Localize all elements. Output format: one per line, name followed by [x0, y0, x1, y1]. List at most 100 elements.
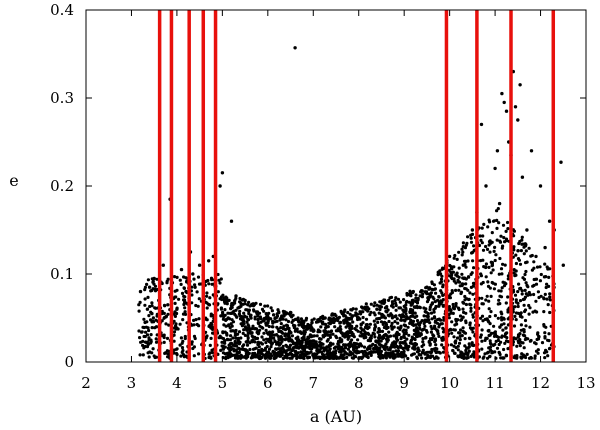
data-point	[398, 306, 402, 310]
data-point	[295, 356, 299, 360]
data-point	[234, 294, 238, 298]
data-point	[406, 346, 410, 350]
data-point	[520, 289, 524, 293]
data-point	[506, 227, 510, 231]
data-point	[242, 319, 246, 323]
data-point	[367, 345, 371, 350]
data-point	[153, 284, 158, 288]
data-point	[239, 304, 243, 308]
data-point	[525, 352, 529, 356]
data-point	[340, 331, 344, 335]
data-point	[350, 315, 354, 319]
data-point	[240, 347, 244, 351]
data-point	[438, 351, 442, 355]
data-point	[431, 288, 435, 292]
data-point	[495, 218, 499, 222]
data-point	[436, 329, 440, 334]
y-tick-label: 0.2	[50, 177, 74, 195]
data-point	[218, 334, 222, 338]
data-point	[459, 291, 463, 296]
data-point	[441, 293, 445, 297]
data-point	[514, 318, 518, 322]
data-point	[260, 355, 264, 359]
data-point	[402, 314, 406, 319]
data-point	[362, 345, 367, 349]
data-point	[439, 277, 444, 281]
data-point	[237, 330, 242, 334]
data-point	[256, 341, 260, 345]
data-point	[491, 350, 495, 355]
data-point	[224, 318, 228, 322]
data-point	[537, 335, 541, 339]
data-point	[314, 340, 318, 344]
data-point	[535, 337, 539, 342]
data-point	[431, 354, 435, 358]
data-point	[355, 349, 359, 353]
data-point	[496, 316, 500, 320]
data-point	[358, 350, 362, 354]
data-point	[324, 326, 328, 330]
data-point	[542, 351, 547, 355]
data-point	[545, 282, 549, 286]
data-point	[145, 282, 149, 286]
data-point	[325, 352, 329, 356]
data-point	[191, 346, 195, 351]
data-point	[415, 334, 419, 339]
data-point	[166, 312, 170, 316]
data-point	[356, 329, 360, 333]
data-point	[480, 296, 484, 300]
data-point	[440, 274, 444, 278]
data-point	[542, 323, 546, 327]
data-point	[429, 311, 434, 315]
data-point	[191, 272, 195, 276]
data-point	[492, 324, 496, 328]
data-point	[246, 336, 250, 340]
data-point	[173, 314, 177, 318]
data-point	[528, 325, 532, 329]
data-point	[520, 292, 524, 296]
data-point	[315, 356, 319, 360]
data-point	[462, 310, 466, 314]
data-point	[236, 339, 240, 343]
data-point	[454, 317, 458, 322]
data-point	[146, 278, 150, 282]
data-point	[229, 334, 233, 338]
data-point	[408, 291, 413, 295]
data-point	[245, 320, 249, 324]
data-point	[247, 308, 251, 312]
data-point	[430, 280, 434, 284]
data-point	[284, 318, 288, 322]
data-point	[309, 350, 313, 354]
data-point	[303, 347, 307, 351]
data-point	[263, 304, 267, 308]
data-point	[338, 325, 342, 329]
data-point	[536, 348, 540, 352]
data-point	[373, 325, 378, 329]
data-point	[488, 339, 492, 343]
data-point	[430, 327, 434, 331]
data-point	[293, 349, 297, 353]
data-point	[228, 311, 232, 315]
data-point	[364, 317, 369, 321]
data-point	[464, 265, 468, 269]
data-point	[266, 315, 270, 319]
data-point	[190, 293, 194, 297]
data-point	[229, 219, 234, 223]
data-point	[333, 325, 337, 329]
data-point	[220, 297, 224, 302]
data-point	[485, 247, 490, 251]
data-point	[231, 303, 235, 307]
data-point	[392, 343, 396, 347]
data-point	[342, 349, 346, 353]
data-point	[458, 338, 462, 342]
data-point	[409, 302, 413, 306]
data-point	[410, 322, 414, 326]
data-point	[207, 282, 211, 286]
data-point	[403, 339, 407, 343]
data-point	[471, 281, 476, 285]
data-point	[154, 337, 158, 341]
data-point	[146, 326, 150, 330]
data-point	[283, 338, 287, 342]
data-point	[499, 267, 504, 271]
data-point	[431, 333, 435, 337]
